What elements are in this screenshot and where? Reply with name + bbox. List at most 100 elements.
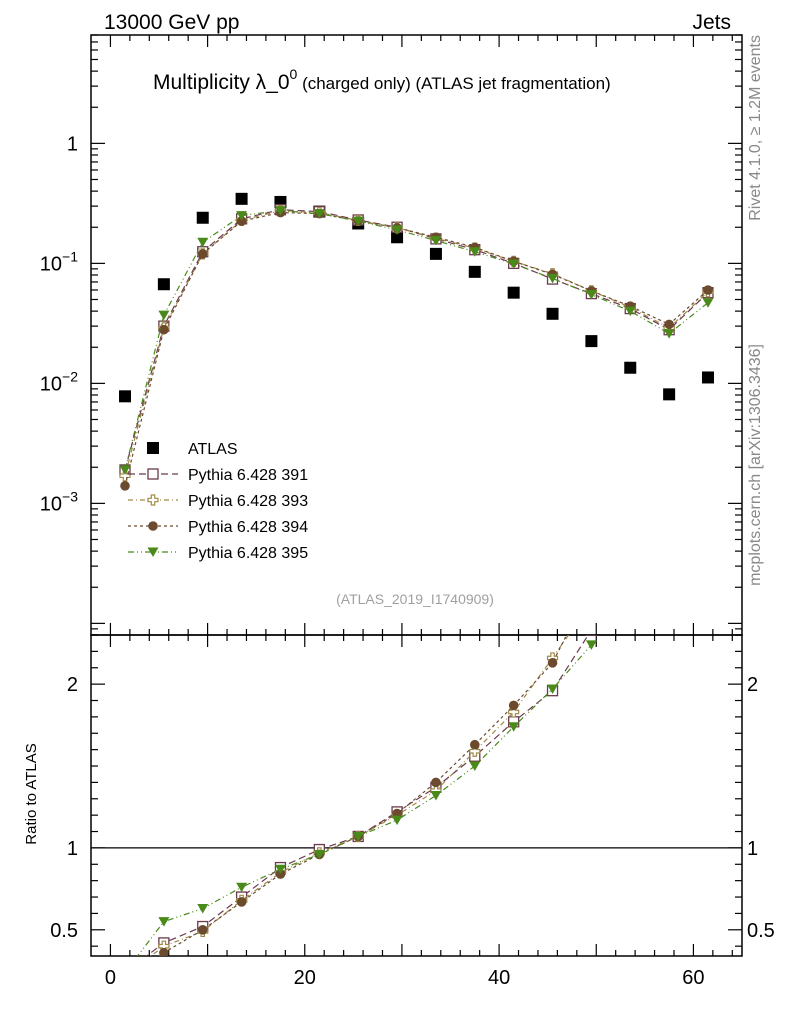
series-pythia-6-428-391 [119,204,714,476]
series-line [124,210,709,476]
ratio-y-axis-label: Ratio to ATLAS [23,743,40,844]
x-tick-label: 40 [488,967,510,989]
legend-marker [147,442,159,454]
series-pythia-6-428-395 [119,206,714,475]
data-point [624,361,637,374]
legend-marker [147,468,159,480]
ratio-data-point [236,897,247,907]
legend-entry: Pythia 6.428 393 [128,493,308,510]
data-point [508,259,520,269]
ratio-data-point [120,977,130,987]
ratio-data-point [508,722,520,732]
data-point [547,273,559,284]
y-tick-label-exponent: −1 [62,248,78,264]
ratio-data-point [431,777,441,788]
ratio-data-point [469,761,481,772]
data-point [274,206,286,216]
ratio-y-tick-label-right: 2 [747,674,758,696]
y-tick-label-exponent: −3 [62,488,78,504]
y-tick-label-base: 10 [40,493,62,515]
data-point [236,211,248,221]
data-point [624,306,636,317]
data-point [197,249,208,259]
ratio-data-point [159,947,169,956]
ratio-data-point [197,904,209,914]
data-point [235,192,248,205]
legend-label: Pythia 6.428 395 [188,545,308,562]
data-point [703,285,713,295]
legend-entry: Pythia 6.428 391 [128,467,308,484]
ratio-series-line [158,635,568,956]
data-point [468,265,481,278]
ratio-data-point [585,640,597,650]
ratio-series-pythia-6-428-394 [120,581,597,987]
data-point [157,278,170,291]
y-tick-label: 10−3 [40,488,78,515]
mcplots-label: mcplots.cern.ch [arXiv:1306.3436] [747,344,764,586]
data-point [196,211,209,224]
ratio-series-pythia-6-428-391 [120,635,598,977]
ratio-series-pythia-6-428-395 [136,640,597,956]
series-pythia-6-428-393 [119,205,714,482]
ratio-y-tick-label-right: 0.5 [747,920,775,942]
data-point [119,470,131,482]
y-tick-label: 1 [67,133,78,155]
data-point [663,388,676,401]
ratio-data-point [120,971,130,981]
ratio-data-point [547,684,559,695]
y-tick-label-base: 10 [40,253,62,275]
ratio-series-line [136,644,592,956]
plot-title-main: Multiplicity λ_0 [153,71,290,94]
series-atlas [119,192,714,403]
data-point [313,209,325,219]
ratio-data-point [508,700,519,711]
rivet-label: Rivet 4.1.0, ≥ 1.2M events [747,35,764,221]
ratio-data-point [352,831,364,842]
ratio-y-tick-label: 2 [67,674,78,696]
ratio-data-point [274,864,286,875]
data-point [664,319,674,330]
legend: ATLAS Pythia 6.428 391 Pythia 6.428 393 Pyt… [128,441,308,562]
data-point [663,329,675,339]
ratio-data-point [547,658,558,668]
data-point [159,324,169,335]
main-series [119,192,714,491]
data-point [119,390,132,403]
y-tick-label-exponent: −2 [62,368,78,384]
ratio-y-tick-label: 1 [67,838,78,860]
x-tick-label: 0 [105,967,116,989]
ratio-data-point [469,745,481,757]
data-point [585,335,598,348]
ratio-series-clip [120,581,598,987]
legend-label: ATLAS [188,441,238,458]
x-tick-label: 20 [294,967,316,989]
series-line [124,210,709,471]
analysis-id: (ATLAS_2019_I1740909) [336,591,494,607]
plot-title: Multiplicity λ_00 (charged only) (ATLAS … [153,66,611,94]
legend-entry: Pythia 6.428 394 [128,519,308,536]
legend-marker [148,521,158,531]
ratio-data-point [585,635,598,636]
data-point [429,247,442,260]
legend-label: Pythia 6.428 393 [188,493,308,510]
data-point [119,465,131,475]
data-point [701,371,714,384]
ratio-data-point [120,967,130,977]
ratio-data-point [391,815,403,826]
y-tick-label: 10−1 [40,248,78,275]
main-y-ticks: 110−110−210−3 [40,34,742,636]
ratio-series-pythia-6-428-393 [120,597,596,981]
ratio-data-point [236,882,248,893]
ratio-data-point [586,597,596,607]
ratio-data-point [430,791,442,801]
data-point [507,286,520,299]
ratio-data-point [587,581,597,591]
y-tick-label: 10−2 [40,368,78,395]
ratio-data-point [508,706,520,718]
data-point [546,307,559,320]
data-point [391,231,404,244]
ratio-data-point [313,849,325,860]
ratio-y-tick-label: 0.5 [50,920,78,942]
legend-marker [147,547,159,557]
